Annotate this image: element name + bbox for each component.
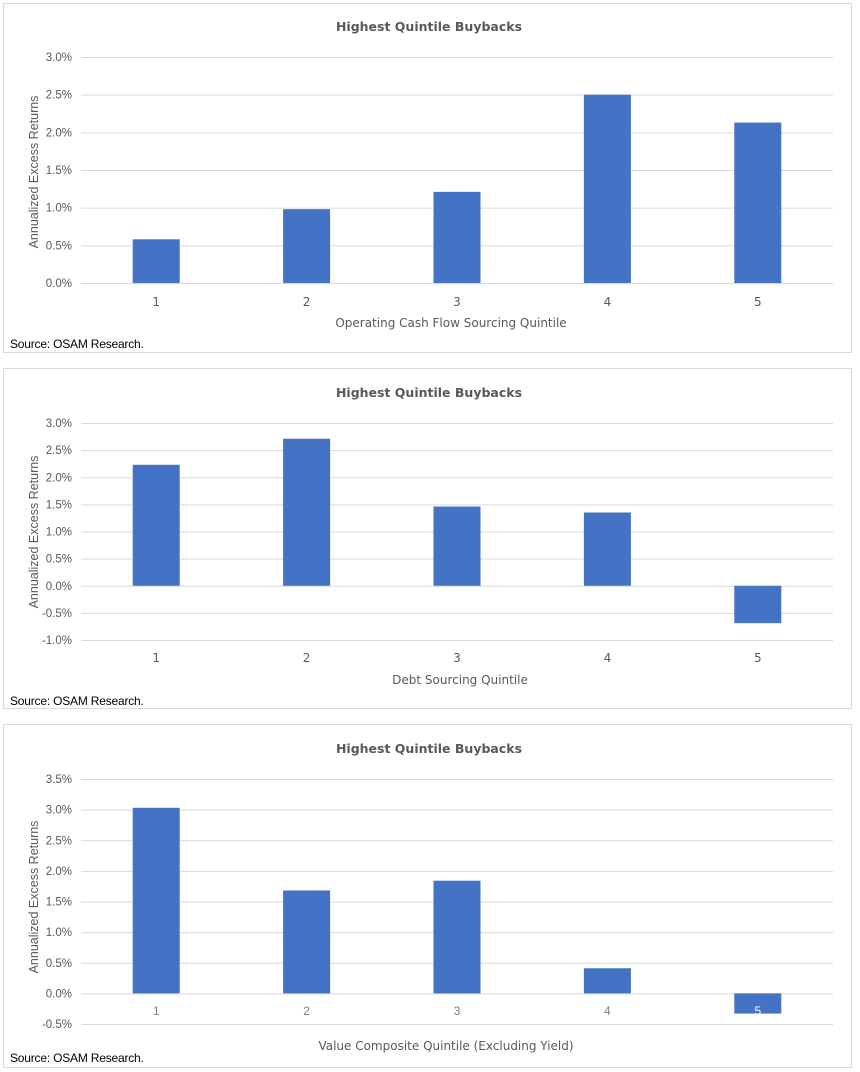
x-tick-label: 3 — [453, 295, 461, 309]
bar-quintile-4 — [583, 512, 631, 586]
bar-quintile-5 — [734, 585, 782, 624]
gridlines — [81, 423, 833, 641]
x-tick-label: 4 — [604, 295, 612, 309]
y-tick-label: -0.5% — [42, 608, 72, 620]
y-tick-label: 3.0% — [46, 805, 72, 817]
y-tick-label: 2.0% — [46, 127, 72, 139]
y-axis-title: Annualized Excess Returns — [27, 821, 41, 974]
chart-panel-debt-sourcing: Highest Quintile Buybacks -1.0% -0.5% 0.0%… — [3, 368, 852, 709]
chart-operating-cash-flow: Highest Quintile Buybacks 0.0% 0.5% 1.0% 1.… — [27, 19, 833, 330]
x-axis-ticks: 1 2 3 4 5 — [152, 651, 761, 665]
bars — [132, 807, 782, 1014]
y-axis-title: Annualized Excess Returns — [27, 456, 41, 609]
y-tick-label: 2.5% — [46, 90, 72, 102]
x-tick-label: 2 — [303, 651, 311, 665]
y-tick-label: 3.0% — [46, 418, 72, 430]
y-tick-label: 2.0% — [46, 472, 72, 484]
y-tick-label: -0.5% — [42, 1019, 72, 1031]
x-tick-label: 4 — [604, 1004, 611, 1018]
y-tick-label: 1.5% — [46, 499, 72, 511]
bar-quintile-2 — [283, 209, 331, 283]
y-tick-label: 0.0% — [46, 988, 72, 1000]
gridlines — [81, 779, 833, 1025]
source-note: Source: OSAM Research. — [10, 1051, 144, 1065]
bar-quintile-2 — [283, 890, 331, 994]
bar-quintile-1 — [132, 464, 180, 586]
y-tick-label: 0.5% — [46, 958, 72, 970]
bar-quintile-4 — [583, 94, 631, 284]
y-tick-label: 1.5% — [46, 165, 72, 177]
chart-debt-sourcing: Highest Quintile Buybacks -1.0% -0.5% 0.0%… — [27, 385, 833, 687]
x-axis-title: Debt Sourcing Quintile — [392, 673, 528, 687]
x-tick-label: 5 — [754, 651, 762, 665]
y-tick-label: 0.0% — [46, 278, 72, 290]
y-tick-label: 2.5% — [46, 445, 72, 457]
chart-panel-value-composite: Highest Quintile Buybacks -0.5% 0.0% 0.5% 1… — [3, 724, 852, 1068]
x-tick-label: 2 — [303, 295, 311, 309]
y-tick-label: 2.0% — [46, 866, 72, 878]
chart-title: Highest Quintile Buybacks — [336, 741, 522, 756]
bar-quintile-3 — [433, 191, 481, 283]
y-axis-title: Annualized Excess Returns — [27, 96, 41, 249]
x-tick-label: 2 — [303, 1004, 310, 1018]
bar-quintile-5 — [734, 122, 782, 283]
bars — [132, 94, 782, 284]
y-tick-label: 0.0% — [46, 581, 72, 593]
y-tick-label: 1.0% — [46, 203, 72, 215]
y-tick-label: 1.0% — [46, 927, 72, 939]
x-tick-label: 1 — [152, 295, 160, 309]
x-tick-label: 4 — [604, 651, 612, 665]
chart-title: Highest Quintile Buybacks — [336, 385, 522, 400]
y-tick-label: 3.0% — [46, 52, 72, 64]
x-axis-title: Value Composite Quintile (Excluding Yiel… — [318, 1039, 573, 1053]
x-tick-label: 5 — [754, 295, 762, 309]
x-tick-label: 3 — [454, 1004, 461, 1018]
bar-quintile-1 — [132, 807, 180, 994]
source-note: Source: OSAM Research. — [10, 337, 144, 351]
x-axis-title: Operating Cash Flow Sourcing Quintile — [335, 316, 566, 330]
bar-quintile-3 — [433, 880, 481, 994]
bar-quintile-2 — [283, 438, 331, 586]
bar-quintile-3 — [433, 506, 481, 586]
y-tick-label: 0.5% — [46, 554, 72, 566]
x-tick-label: 5 — [754, 1004, 761, 1018]
y-axis-ticks: -1.0% -0.5% 0.0% 0.5% 1.0% 1.5% 2.0% 2.5% 3.0% — [42, 418, 72, 647]
chart-panel-operating-cash-flow: Highest Quintile Buybacks 0.0% 0.5% 1.0% 1.… — [3, 3, 852, 353]
x-tick-label: 1 — [152, 651, 160, 665]
chart-value-composite: Highest Quintile Buybacks -0.5% 0.0% 0.5% 1… — [27, 741, 833, 1053]
y-tick-label: 3.5% — [46, 774, 72, 786]
x-tick-label: 1 — [153, 1004, 160, 1018]
y-tick-label: -1.0% — [42, 635, 72, 647]
bars — [132, 438, 782, 624]
y-axis-ticks: -0.5% 0.0% 0.5% 1.0% 1.5% 2.0% 2.5% 3.0% 3.5% — [42, 774, 72, 1031]
bar-quintile-5 — [734, 993, 782, 1014]
y-tick-label: 0.5% — [46, 240, 72, 252]
chart-title: Highest Quintile Buybacks — [336, 19, 522, 34]
y-tick-label: 1.5% — [46, 897, 72, 909]
bar-quintile-4 — [583, 968, 631, 994]
x-axis-ticks: 1 2 3 4 5 — [152, 295, 761, 309]
source-note: Source: OSAM Research. — [10, 694, 144, 708]
y-tick-label: 1.0% — [46, 527, 72, 539]
y-axis-ticks: 0.0% 0.5% 1.0% 1.5% 2.0% 2.5% 3.0% — [46, 52, 72, 290]
x-axis-ticks: 1 2 3 4 5 — [153, 1004, 762, 1018]
bar-quintile-1 — [132, 239, 180, 283]
y-tick-label: 2.5% — [46, 835, 72, 847]
x-tick-label: 3 — [453, 651, 461, 665]
